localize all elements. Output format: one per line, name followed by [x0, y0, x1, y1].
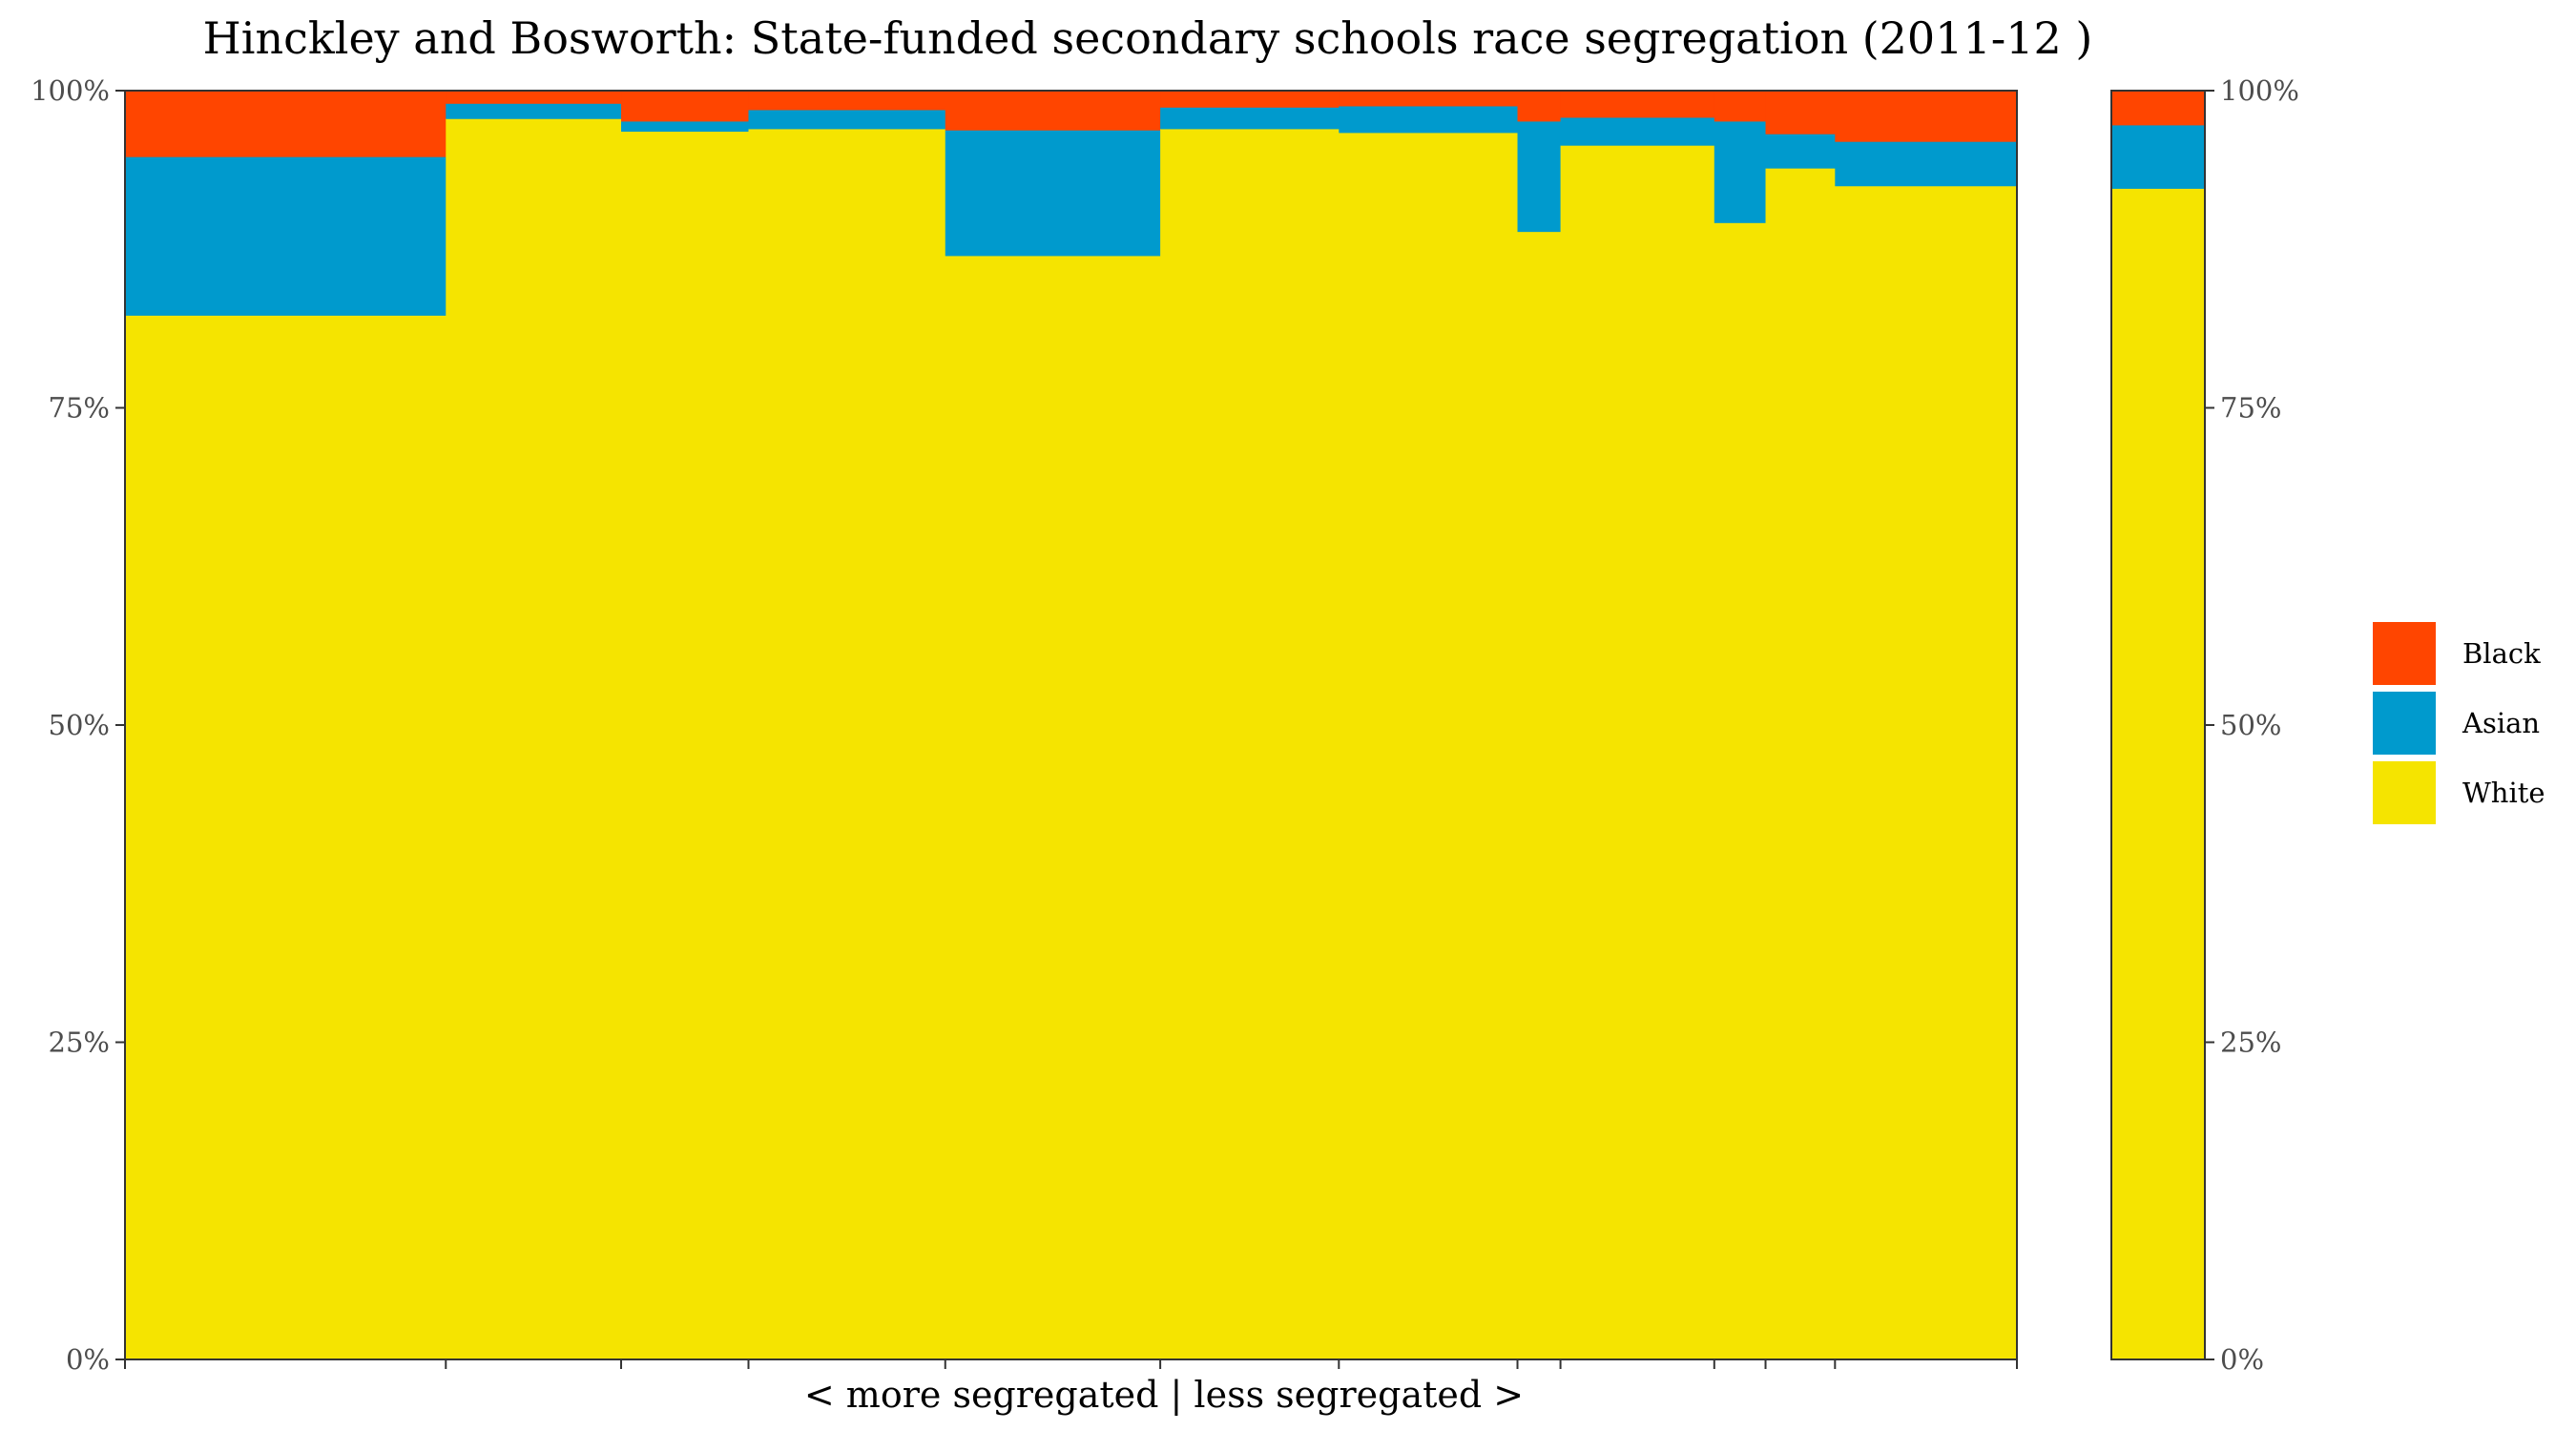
- y-tick-label-right-1: 25%: [2220, 1027, 2281, 1059]
- bar-segment-black-5: [945, 91, 1161, 131]
- bar-segment-black-4: [748, 91, 946, 111]
- bar-segment-asian-9: [1560, 116, 1715, 146]
- y-tick-label-left-4: 100%: [31, 74, 110, 107]
- x-axis-label: < more segregated | less segregated >: [804, 1374, 1524, 1416]
- bar-segment-white-11: [1765, 168, 1836, 1360]
- bar-segment-black-12: [1835, 91, 2018, 142]
- bar-segment-white-5: [945, 255, 1161, 1360]
- bar-segment-white-6: [1160, 128, 1340, 1360]
- y-tick-label-right-0: 0%: [2220, 1343, 2264, 1376]
- legend-key-white: [2373, 761, 2436, 824]
- y-tick-label-right-4: 100%: [2220, 74, 2299, 107]
- bar-segment-asian-1: [125, 156, 447, 316]
- legend-key-black: [2373, 622, 2436, 685]
- bar-segment-white-12: [1835, 185, 2018, 1360]
- bar-segment-black-9: [1560, 91, 1715, 118]
- legend-label-asian: Asian: [2462, 707, 2540, 739]
- bar-segment-black-8: [1517, 91, 1562, 122]
- bar-segment-asian-3: [621, 120, 749, 133]
- bar-segment-black-11: [1765, 91, 1836, 135]
- bar-segment-asian-4: [748, 109, 946, 130]
- bar-segment-asian-overall: [2111, 124, 2206, 189]
- bars-group: [125, 91, 2206, 1360]
- bar-segment-black-7: [1339, 91, 1519, 107]
- bar-segment-asian-12: [1835, 141, 2018, 187]
- bar-segment-asian-7: [1339, 105, 1519, 134]
- bar-segment-white-1: [125, 315, 447, 1360]
- y-tick-label-right-3: 75%: [2220, 392, 2281, 425]
- legend: Black Asian White: [2373, 622, 2545, 824]
- y-tick-label-left-3: 75%: [49, 392, 110, 425]
- bar-segment-black-6: [1160, 91, 1340, 108]
- bar-segment-asian-10: [1714, 120, 1767, 223]
- y-tick-label-left-1: 25%: [49, 1027, 110, 1059]
- y-tick-label-left-0: 0%: [66, 1343, 110, 1376]
- legend-key-asian: [2373, 692, 2436, 755]
- bar-segment-black-3: [621, 91, 749, 122]
- bar-segment-asian-11: [1765, 134, 1836, 169]
- bar-segment-white-3: [621, 131, 749, 1360]
- bar-segment-asian-2: [446, 103, 622, 119]
- bar-segment-white-2: [446, 118, 622, 1360]
- bar-segment-black-2: [446, 91, 622, 104]
- y-tick-label-left-2: 50%: [49, 709, 110, 741]
- y-tick-label-right-2: 50%: [2220, 709, 2281, 741]
- bar-segment-white-9: [1560, 145, 1715, 1360]
- bar-segment-white-10: [1714, 222, 1767, 1360]
- chart-title: Hinckley and Bosworth: State-funded seco…: [203, 12, 2093, 64]
- legend-label-black: Black: [2462, 637, 2541, 670]
- bar-segment-asian-8: [1517, 120, 1562, 233]
- bar-segment-black-10: [1714, 91, 1767, 122]
- bar-segment-black-1: [125, 91, 447, 157]
- bar-segment-white-overall: [2111, 188, 2206, 1360]
- bar-segment-white-4: [748, 128, 946, 1360]
- bar-segment-white-8: [1517, 231, 1562, 1360]
- bar-segment-white-7: [1339, 132, 1519, 1360]
- bar-segment-asian-6: [1160, 107, 1340, 130]
- legend-label-white: White: [2462, 777, 2545, 809]
- bar-segment-black-overall: [2111, 91, 2206, 126]
- axes-group: 0% 0% 25% 25% 50% 50% 75% 75% 100% 100%: [31, 74, 2299, 1376]
- bar-segment-asian-5: [945, 130, 1161, 257]
